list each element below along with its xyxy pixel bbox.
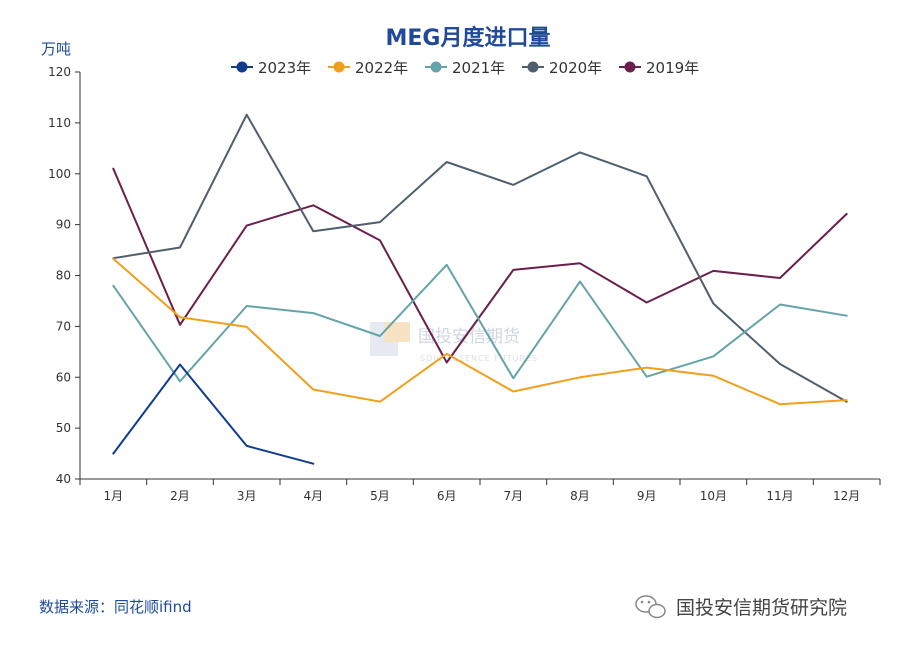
- x-tick-label: 1月: [104, 489, 124, 503]
- legend-label: 2019年: [646, 59, 699, 77]
- legend-item: 2021年: [425, 59, 505, 77]
- footer-brand: 国投安信期货研究院: [635, 595, 847, 619]
- y-tick-label: 50: [56, 421, 71, 435]
- x-tick-label: 12月: [833, 489, 860, 503]
- x-tick-label: 10月: [700, 489, 727, 503]
- y-tick-label: 100: [48, 167, 71, 181]
- series-line-2020年: [112, 113, 848, 403]
- legend: 2023年 2022年 2021年 2020年 2019年: [231, 59, 699, 77]
- legend-label: 2022年: [355, 59, 408, 77]
- legend-marker: [333, 61, 345, 73]
- series-line-2022年: [112, 257, 848, 406]
- x-tick-label: 2月: [170, 489, 190, 503]
- chart-title: MEG月度进口量: [386, 25, 551, 51]
- legend-item: 2019年: [619, 59, 699, 77]
- y-tick-label: 60: [56, 370, 71, 384]
- series-layer: [112, 113, 848, 465]
- y-tick-label: 40: [56, 472, 71, 486]
- x-tick-label: 7月: [504, 489, 524, 503]
- series-line-2021年: [112, 263, 848, 383]
- footer-brand-name: 国投安信期货研究院: [676, 597, 847, 619]
- x-tick-label: 5月: [370, 489, 390, 503]
- legend-label: 2023年: [258, 59, 311, 77]
- watermark-main: 国投安信期货: [418, 327, 520, 347]
- series-line-2019年: [112, 167, 848, 364]
- y-tick-label: 110: [48, 116, 71, 130]
- x-tick-label: 3月: [237, 489, 257, 503]
- legend-marker: [527, 61, 539, 73]
- y-axis-unit: 万吨: [41, 40, 71, 58]
- watermark-sub: SDIC ESSENCE FUTURES: [420, 354, 538, 363]
- legend-item: 2022年: [328, 59, 408, 77]
- legend-marker: [624, 61, 636, 73]
- y-tick-label: 80: [56, 269, 71, 283]
- legend-label: 2020年: [549, 59, 602, 77]
- legend-item: 2023年: [231, 59, 311, 77]
- axes: 40 50 60 70 80 90 100 110 120 1月 2月 3月 4月 5月 6月 7月 8月 9月 1…: [48, 65, 881, 503]
- legend-marker: [236, 61, 248, 73]
- data-source: 数据来源：同花顺ifind: [39, 598, 192, 616]
- wechat-icon: [635, 595, 666, 619]
- x-tick-label: 4月: [304, 489, 324, 503]
- series-line-2023年: [112, 363, 315, 465]
- x-tick-label: 8月: [570, 489, 590, 503]
- y-tick-label: 90: [56, 218, 71, 232]
- watermark: 国投安信期货 SDIC ESSENCE FUTURES: [370, 322, 538, 363]
- x-tick-label: 9月: [637, 489, 657, 503]
- watermark-logo-icon: [370, 322, 410, 356]
- x-tick-label: 6月: [437, 489, 457, 503]
- x-tick-label: 11月: [766, 489, 793, 503]
- y-tick-label: 120: [48, 65, 71, 79]
- y-tick-label: 70: [56, 319, 71, 333]
- legend-item: 2020年: [522, 59, 602, 77]
- legend-label: 2021年: [452, 59, 505, 77]
- legend-marker: [430, 61, 442, 73]
